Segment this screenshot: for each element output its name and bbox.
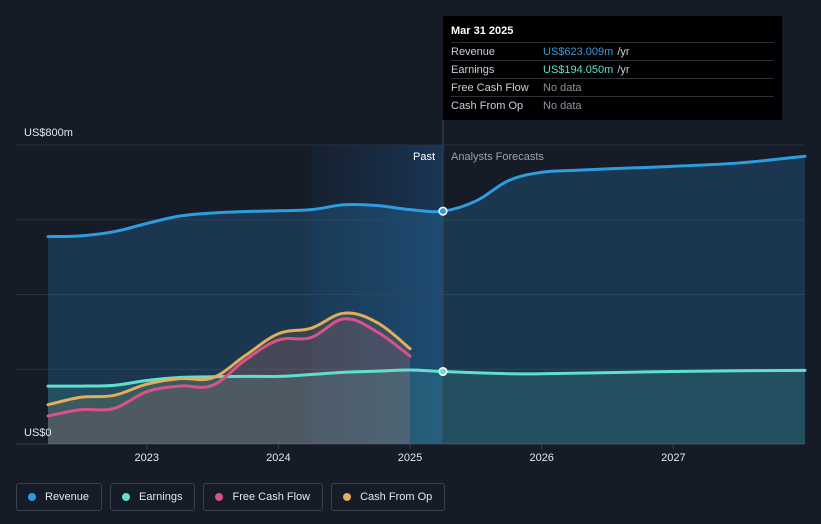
legend-label: Free Cash Flow bbox=[232, 491, 311, 503]
legend-item-earnings[interactable]: Earnings bbox=[110, 483, 196, 511]
y-axis-bottom-label: US$0 bbox=[24, 427, 52, 439]
x-tick-label: 2024 bbox=[266, 452, 290, 464]
legend-item-free-cash-flow[interactable]: Free Cash Flow bbox=[203, 483, 324, 511]
tooltip-label: Cash From Op bbox=[451, 99, 524, 112]
tooltip-label: Revenue bbox=[451, 45, 496, 58]
tooltip-unit: /yr bbox=[617, 45, 630, 58]
legend-label: Cash From Op bbox=[360, 491, 433, 503]
tooltip-value: US$194.050m bbox=[543, 63, 614, 76]
revenue-dot-icon bbox=[28, 493, 36, 501]
tooltip-value: No data bbox=[543, 99, 582, 112]
tooltip-label: Free Cash Flow bbox=[451, 81, 529, 94]
forecast-label: Analysts Forecasts bbox=[451, 151, 544, 163]
cash-from-op-dot-icon bbox=[343, 493, 352, 501]
legend-item-cash-from-op[interactable]: Cash From Op bbox=[331, 483, 446, 511]
free-cash-flow-line bbox=[46, 317, 412, 418]
revenue-marker bbox=[438, 206, 448, 216]
tooltip-row-free-cash-flow: Free Cash Flow No data bbox=[451, 78, 774, 96]
legend: Revenue Earnings Free Cash Flow Cash Fro… bbox=[16, 483, 446, 511]
free-cash-flow-area bbox=[48, 318, 411, 444]
earnings-line bbox=[46, 368, 807, 388]
tooltip-unit: /yr bbox=[617, 63, 630, 76]
tooltip-row-revenue: Revenue US$623.009m /yr bbox=[451, 42, 774, 60]
x-axis-ticks: 2023 2024 2025 2026 2027 bbox=[134, 444, 686, 464]
x-tick-label: 2023 bbox=[134, 452, 158, 464]
earnings-marker bbox=[438, 366, 448, 377]
legend-label: Earnings bbox=[139, 491, 183, 503]
x-tick-label: 2025 bbox=[398, 452, 422, 464]
tooltip: Mar 31 2025 Revenue US$623.009m /yr Earn… bbox=[443, 16, 782, 120]
tooltip-value: US$623.009m bbox=[543, 45, 614, 58]
legend-item-revenue[interactable]: Revenue bbox=[16, 483, 103, 511]
cash-from-op-area bbox=[48, 313, 411, 444]
tooltip-markers bbox=[438, 206, 448, 377]
tooltip-row-cash-from-op: Cash From Op No data bbox=[451, 96, 774, 114]
x-tick-label: 2026 bbox=[529, 452, 553, 464]
cash-from-op-line bbox=[46, 311, 412, 407]
tooltip-row-earnings: Earnings US$194.050m /yr bbox=[451, 60, 774, 78]
x-tick-label: 2027 bbox=[661, 452, 685, 464]
earnings-dot-icon bbox=[122, 493, 131, 501]
y-axis-top-label: US$800m bbox=[24, 127, 73, 139]
tooltip-label: Earnings bbox=[451, 63, 495, 76]
series-areas bbox=[48, 156, 805, 444]
free-cash-flow-dot-icon bbox=[215, 493, 224, 501]
tooltip-value: No data bbox=[543, 81, 582, 94]
earnings-area bbox=[48, 369, 805, 444]
past-label: Past bbox=[413, 151, 435, 163]
revenue-line bbox=[46, 154, 807, 239]
tooltip-date: Mar 31 2025 bbox=[451, 25, 514, 37]
legend-label: Revenue bbox=[45, 491, 90, 503]
series-lines bbox=[46, 154, 807, 418]
